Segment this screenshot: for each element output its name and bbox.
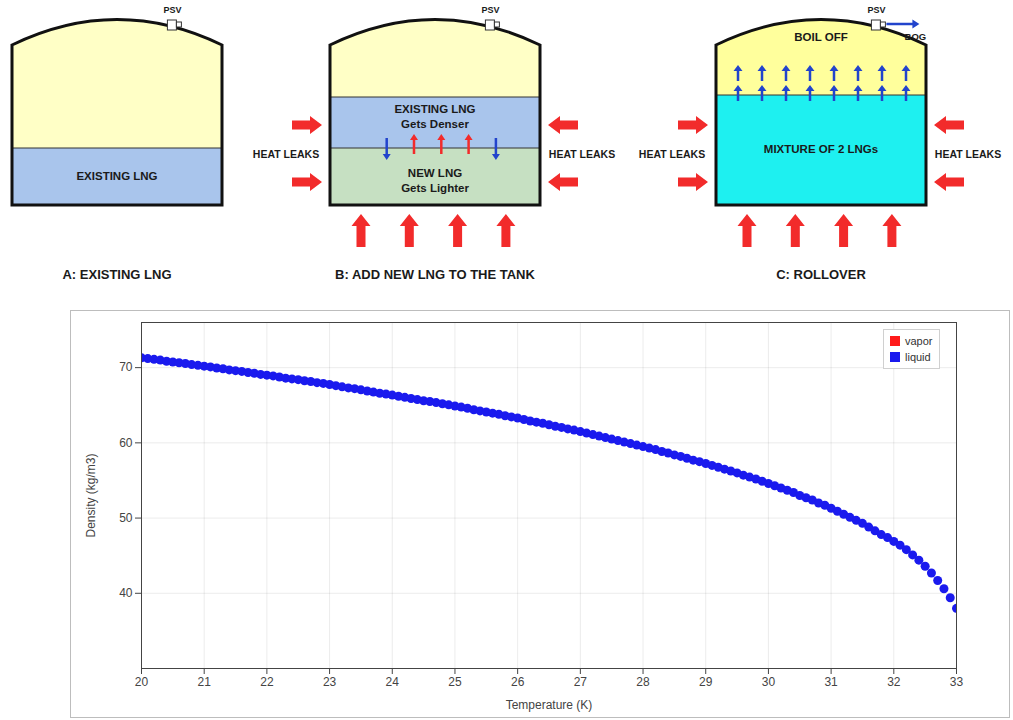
svg-text:33: 33 <box>950 675 964 689</box>
svg-text:20: 20 <box>135 675 149 689</box>
svg-text:25: 25 <box>448 675 462 689</box>
svg-text:30: 30 <box>762 675 776 689</box>
svg-text:EXISTING LNG: EXISTING LNG <box>76 170 157 182</box>
svg-text:26: 26 <box>511 675 525 689</box>
svg-text:PSV: PSV <box>867 5 885 15</box>
svg-text:Temperature (K): Temperature (K) <box>506 698 593 712</box>
svg-text:MIXTURE OF 2 LNGs: MIXTURE OF 2 LNGs <box>764 143 878 155</box>
svg-text:B: ADD NEW LNG TO THE TANK: B: ADD NEW LNG TO THE TANK <box>335 267 535 282</box>
svg-text:HEAT LEAKS: HEAT LEAKS <box>549 148 615 160</box>
svg-text:50: 50 <box>119 511 133 525</box>
svg-text:28: 28 <box>636 675 650 689</box>
svg-text:BOIL OFF: BOIL OFF <box>794 31 847 43</box>
svg-text:PSV: PSV <box>481 5 499 15</box>
svg-text:C: ROLLOVER: C: ROLLOVER <box>776 267 866 282</box>
svg-text:EXISTING LNG: EXISTING LNG <box>394 103 475 115</box>
svg-text:A: EXISTING LNG: A: EXISTING LNG <box>62 267 171 282</box>
svg-text:PSV: PSV <box>163 5 181 15</box>
svg-text:31: 31 <box>824 675 838 689</box>
svg-text:40: 40 <box>119 586 133 600</box>
svg-text:NEW LNG: NEW LNG <box>408 167 462 179</box>
svg-text:Density (kg/m3): Density (kg/m3) <box>84 453 98 537</box>
svg-text:23: 23 <box>323 675 337 689</box>
svg-text:Gets Denser: Gets Denser <box>401 118 469 130</box>
html-text:vapor: vapor <box>905 335 933 347</box>
svg-text:HEAT LEAKS: HEAT LEAKS <box>253 148 319 160</box>
svg-text:BOG: BOG <box>905 31 927 42</box>
svg-text:HEAT LEAKS: HEAT LEAKS <box>935 148 1001 160</box>
svg-text:27: 27 <box>574 675 588 689</box>
svg-text:70: 70 <box>119 360 133 374</box>
svg-text:21: 21 <box>198 675 212 689</box>
svg-text:24: 24 <box>386 675 400 689</box>
svg-text:32: 32 <box>887 675 901 689</box>
svg-text:22: 22 <box>260 675 274 689</box>
html-text:liquid: liquid <box>905 351 931 363</box>
svg-text:Gets Lighter: Gets Lighter <box>401 182 469 194</box>
svg-text:60: 60 <box>119 436 133 450</box>
svg-text:HEAT LEAKS: HEAT LEAKS <box>639 148 705 160</box>
svg-text:29: 29 <box>699 675 713 689</box>
